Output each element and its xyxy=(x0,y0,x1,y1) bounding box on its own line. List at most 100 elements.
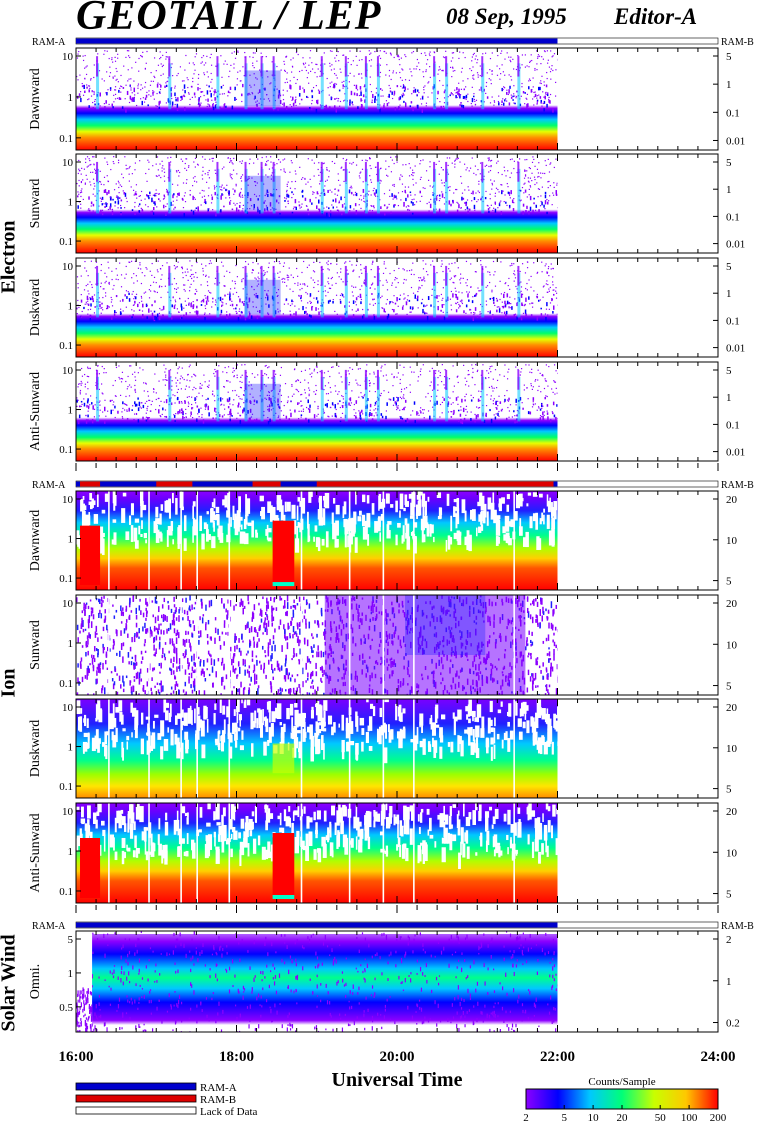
mode-segment-ram-b xyxy=(252,481,281,487)
mode-label-ram-b: RAM-B xyxy=(721,37,754,48)
y-tick-label-right: 5 xyxy=(726,681,732,693)
editor-label: Editor-A xyxy=(614,4,698,29)
y-tick-label-right: 0.1 xyxy=(726,211,740,223)
y-tick-label: 1 xyxy=(68,197,74,209)
legend-swatch-ram-a xyxy=(75,1082,197,1091)
spectrogram-electron-sunward xyxy=(76,154,558,253)
y-tick-label-right: 0.1 xyxy=(726,419,740,431)
y-tick-label-right: 20 xyxy=(726,806,738,818)
colorbar-tick-label: 5 xyxy=(561,1112,567,1124)
colorbar-tick-label: 20 xyxy=(617,1112,629,1124)
mode-label-ram-a: RAM-A xyxy=(32,921,66,932)
y-tick-label-right: 1 xyxy=(726,976,732,988)
mode-label-ram-a: RAM-A xyxy=(32,480,66,491)
y-tick-label: 0.1 xyxy=(59,573,73,585)
y-tick-label-right: 0.1 xyxy=(726,107,740,119)
mode-segment-ram-a xyxy=(76,922,558,928)
colorbar-tick-label: 50 xyxy=(655,1112,667,1124)
y-tick-label-right: 5 xyxy=(726,576,732,588)
y-tick-label: 10 xyxy=(62,806,74,818)
x-tick-label: 24:00 xyxy=(701,1049,736,1065)
x-tick-label: 22:00 xyxy=(540,1049,575,1065)
y-tick-label: 10 xyxy=(62,157,74,169)
legend-swatch-lack-of-data xyxy=(75,1106,197,1115)
page-title: GEOTAIL / LEP xyxy=(76,0,382,39)
colorbar-tick-label: 200 xyxy=(710,1112,727,1124)
y-tick-label-right: 0.01 xyxy=(726,343,745,355)
y-tick-label: 1 xyxy=(68,638,74,650)
y-tick-label-right: 5 xyxy=(726,261,732,273)
y-tick-label-right: 5 xyxy=(726,784,732,796)
plot-date: 08 Sep, 1995 xyxy=(446,4,567,29)
y-tick-label-right: 10 xyxy=(726,743,738,755)
y-tick-label: 10 xyxy=(62,702,74,714)
group-label-ion: Ion xyxy=(0,669,20,698)
spectrogram-ion-duskward xyxy=(76,699,558,798)
mode-segment-ram-b xyxy=(156,481,193,487)
y-tick-label-right: 1 xyxy=(726,79,732,91)
colorbar-title: Counts/Sample xyxy=(588,1076,655,1088)
panel-label: Sunward xyxy=(28,179,43,229)
y-tick-label: 0.1 xyxy=(59,678,73,690)
y-tick-label: 1 xyxy=(68,846,74,858)
y-tick-label-right: 10 xyxy=(726,639,738,651)
y-tick-label-right: 5 xyxy=(726,365,732,377)
y-tick-label: 0.1 xyxy=(59,340,73,352)
y-tick-label: 5 xyxy=(68,934,74,946)
y-tick-label: 1 xyxy=(68,405,74,417)
panel-label: Duskward xyxy=(28,279,43,337)
spectrogram-ion-anti-sunward xyxy=(76,803,558,903)
y-tick-label: 0.1 xyxy=(59,781,73,793)
y-tick-label: 1 xyxy=(68,92,74,104)
legend-swatch-ram-b xyxy=(75,1094,197,1103)
spectrogram-ion-sunward xyxy=(76,595,558,695)
panel-label: Sunward xyxy=(28,620,43,670)
y-tick-label-right: 0.01 xyxy=(726,447,745,459)
y-tick-label-right: 5 xyxy=(726,157,732,169)
y-tick-label-right: 1 xyxy=(726,184,732,196)
header: GEOTAIL / LEP 08 Sep, 1995 Editor-A xyxy=(0,0,762,40)
colorbar-tick-label: 100 xyxy=(681,1112,698,1124)
y-tick-label: 1 xyxy=(68,534,74,546)
y-tick-label: 1 xyxy=(68,301,74,313)
colorbar-tick-label: 10 xyxy=(588,1112,600,1124)
y-tick-label: 1 xyxy=(68,968,74,980)
colorbar-tick-label: 2 xyxy=(523,1112,529,1124)
y-tick-label-right: 10 xyxy=(726,847,738,859)
group-label-electron: Electron xyxy=(0,221,20,294)
y-tick-label-right: 5 xyxy=(726,51,732,63)
spectrogram-ion-dawnward xyxy=(76,491,558,590)
panel-label: Dawnward xyxy=(28,68,43,129)
y-tick-label-right: 10 xyxy=(726,535,738,547)
panel-label: Dawnward xyxy=(28,510,43,571)
x-tick-label: 18:00 xyxy=(219,1049,254,1065)
y-tick-label-right: 20 xyxy=(726,598,738,610)
panel-label: Duskward xyxy=(28,720,43,778)
mode-segment-ram-b xyxy=(80,481,101,487)
panel-label: Anti-Sunward xyxy=(28,372,43,451)
x-tick-label: 20:00 xyxy=(380,1049,415,1065)
y-tick-label: 0.1 xyxy=(59,236,73,248)
y-tick-label-right: 0.2 xyxy=(726,1018,740,1030)
mode-segment-ram-a xyxy=(76,38,558,44)
mode-label-ram-b: RAM-B xyxy=(721,921,754,932)
y-tick-label: 0.1 xyxy=(59,133,73,145)
y-tick-label: 10 xyxy=(62,598,74,610)
panel-label: Omni. xyxy=(28,964,43,999)
x-tick-label: 16:00 xyxy=(59,1049,94,1065)
legend-label: RAM-A xyxy=(200,1082,237,1094)
y-tick-label: 10 xyxy=(62,494,74,506)
y-tick-label: 1 xyxy=(68,742,74,754)
y-tick-label: 0.1 xyxy=(59,444,73,456)
spectrogram-electron-duskward xyxy=(76,258,558,357)
y-tick-label: 0.5 xyxy=(59,1002,73,1014)
panel-label: Anti-Sunward xyxy=(28,813,43,892)
mode-label-ram-b: RAM-B xyxy=(721,480,754,491)
y-tick-label-right: 0.01 xyxy=(726,135,745,147)
spectrogram-electron-anti-sunward xyxy=(76,362,558,461)
y-tick-label: 10 xyxy=(62,261,74,273)
y-tick-label-right: 1 xyxy=(726,288,732,300)
y-tick-label: 10 xyxy=(62,51,74,63)
mode-segment-ram-b xyxy=(316,481,554,487)
